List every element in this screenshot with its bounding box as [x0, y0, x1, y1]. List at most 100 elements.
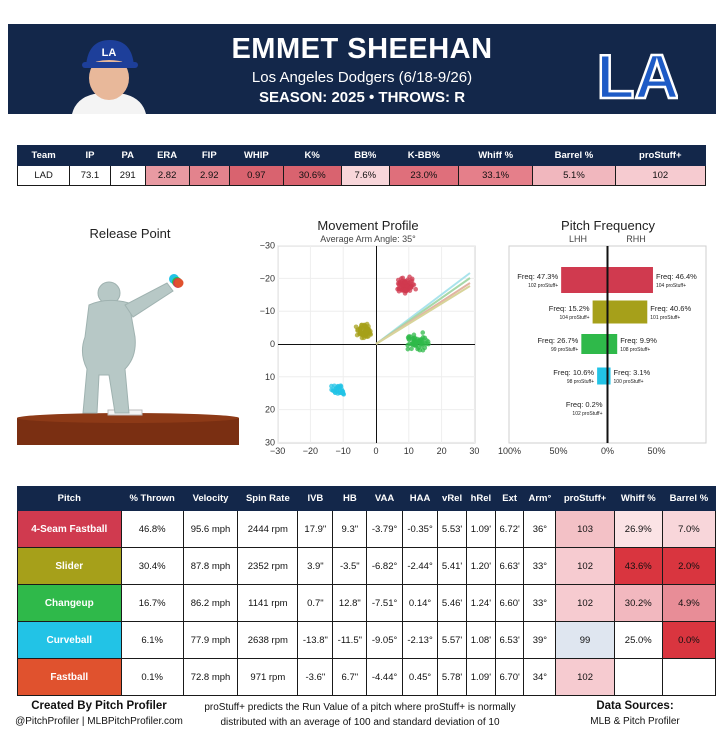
pitch-cell: 30.4%: [120, 547, 184, 585]
rhh-prostuff-label: 100 proStuff+: [614, 379, 644, 385]
rhh-frequency-bar: [607, 367, 611, 385]
movement-y-tick: 30: [265, 437, 275, 447]
stats-header: K-BB%: [388, 145, 459, 166]
movement-x-tick: 20: [437, 446, 447, 456]
movement-point: [423, 341, 429, 347]
pitch-cell: 30.2%: [613, 584, 663, 622]
pitch-cell: 9.3": [332, 510, 368, 548]
pitch-cell: 1.09': [465, 510, 496, 548]
pitch-cell: -2.13°: [401, 621, 439, 659]
pitch-cell: -2.44°: [401, 547, 439, 585]
rhh-prostuff-label: 101 proStuff+: [650, 315, 680, 321]
pitch-cell: 6.72': [494, 510, 525, 548]
movement-profile-title: Movement Profile: [317, 218, 419, 233]
pitch-cell: 99: [555, 621, 615, 659]
movement-point: [354, 332, 360, 338]
pitch-cell: -9.05°: [366, 621, 403, 659]
stats-header: ERA: [144, 145, 190, 166]
frequency-x-tick: 100%: [498, 446, 521, 456]
movement-y-tick: 20: [265, 405, 275, 415]
pitch-cell: 17.9": [297, 510, 334, 548]
pitch-cell: 103: [555, 510, 615, 548]
pitch-cell: 77.9 mph: [182, 621, 239, 659]
movement-point: [340, 389, 345, 395]
movement-point: [358, 326, 363, 332]
pitch-frequency-title: Pitch Frequency: [561, 218, 655, 233]
movement-x-tick: 10: [404, 446, 414, 456]
stats-cell: LAD: [16, 165, 71, 186]
rhh-label: RHH: [626, 234, 646, 244]
stats-cell: 23.0%: [388, 165, 459, 186]
stats-cell: 73.1: [69, 165, 111, 186]
stats-header: BB%: [340, 145, 390, 166]
prostuff-note: proStuff+ predicts the Run Value of a pi…: [200, 700, 520, 730]
lhh-label: LHH: [568, 234, 587, 244]
pitch-cell: 6.7": [332, 658, 368, 696]
movement-point: [329, 383, 334, 389]
pitch-cell: 102: [555, 547, 615, 585]
footer-credits: Created By Pitch Profiler @PitchProfiler…: [14, 700, 184, 732]
movement-point: [405, 277, 411, 282]
stats-cell: 30.6%: [282, 165, 342, 186]
pitch-cell: 5.53': [437, 510, 467, 548]
pitch-cell: 0.7": [297, 584, 334, 622]
lhh-prostuff-label: 99 proStuff+: [551, 347, 578, 353]
lhh-freq-label: Freq: 15.2%: [549, 304, 590, 313]
pitch-table-header: proStuff+: [555, 486, 615, 511]
pitch-frequency-chart: Freq: 47.3% 102 proStuff+ Freq: 46.4% 104 p…: [498, 245, 707, 456]
lhh-frequency-bar: [592, 300, 608, 324]
created-by: Created By Pitch Profiler: [31, 700, 167, 712]
prostuff-note-line2: distributed with an average of 100 and s…: [220, 717, 500, 728]
movement-point: [420, 347, 426, 353]
stats-cell: 5.1%: [532, 165, 616, 186]
stats-header: WHIP: [229, 145, 284, 166]
movement-y-tick: 10: [265, 372, 275, 382]
movement-x-tick: −10: [336, 446, 351, 456]
rhh-frequency-bar: [607, 300, 648, 324]
season-stats-table: Team IP PA ERA FIP WHIP K% BB% K-BB% Whiff % Barre…: [16, 145, 707, 186]
player-name: EMMET SHEEHAN: [231, 33, 493, 65]
movement-x-tick: 0: [373, 446, 378, 456]
movement-x-tick: 30: [469, 446, 479, 456]
pitch-table-header: % Thrown: [120, 486, 184, 511]
pitch-row: 4-Seam Fastball 46.8% 95.6 mph 2444 rpm 17.9…: [17, 510, 717, 548]
pitch-table-header: Ext: [494, 486, 525, 511]
lhh-prostuff-label: 104 proStuff+: [560, 315, 590, 321]
data-sources: Data Sources: MLB & Pitch Profiler: [565, 700, 705, 732]
frequency-x-tick: 50%: [647, 446, 665, 456]
pitch-cell: 5.41': [437, 547, 467, 585]
movement-point: [412, 336, 418, 341]
release-point-plot: [17, 274, 239, 445]
player-photo: LA: [64, 32, 154, 114]
credits-handles: @PitchProfiler | MLBPitchProfiler.com: [15, 716, 183, 727]
pitch-cell: 33°: [523, 584, 557, 622]
pitch-name: Slider: [17, 547, 122, 585]
pitch-cell: 12.8": [332, 584, 368, 622]
data-sources-list: MLB & Pitch Profiler: [590, 716, 680, 727]
data-sources-title: Data Sources:: [596, 700, 674, 712]
pitch-cell: 39°: [523, 621, 557, 659]
team-dates: Los Angeles Dodgers (6/18-9/26): [251, 69, 473, 86]
prostuff-note-line1: proStuff+ predicts the Run Value of a pi…: [204, 702, 516, 713]
pitch-table-header: vRel: [437, 486, 467, 511]
pitch-cell: 971 rpm: [237, 658, 299, 696]
pitch-cell: 0.1%: [120, 658, 184, 696]
pitch-table-header: Spin Rate: [237, 486, 299, 511]
pitch-cell: 34°: [523, 658, 557, 696]
pitch-table-header: IVB: [297, 486, 334, 511]
pitch-cell: 2352 rpm: [237, 547, 299, 585]
movement-point: [417, 338, 422, 344]
pitch-cell: 3.9": [297, 547, 334, 585]
stats-cell: 102: [614, 165, 707, 186]
pitch-cell: -0.35°: [401, 510, 439, 548]
stats-cell: 7.6%: [340, 165, 390, 186]
pitch-cell: 102: [555, 584, 615, 622]
pitch-cell: 6.1%: [120, 621, 184, 659]
movement-point: [409, 346, 414, 352]
pitch-table-header: Pitch: [17, 486, 122, 511]
arm-angle-subtitle: Average Arm Angle: 35°: [320, 234, 416, 244]
stats-header: Barrel %: [532, 145, 616, 166]
pitch-cell: 87.8 mph: [182, 547, 239, 585]
stats-header: Team: [16, 145, 71, 166]
pitch-cell: 6.63': [494, 547, 525, 585]
